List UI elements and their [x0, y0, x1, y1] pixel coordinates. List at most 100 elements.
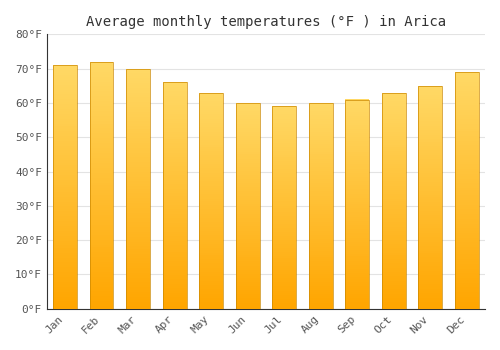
- Bar: [272, 189, 296, 191]
- Bar: [200, 101, 223, 104]
- Bar: [418, 202, 442, 204]
- Bar: [455, 238, 478, 240]
- Bar: [272, 299, 296, 301]
- Bar: [90, 64, 114, 67]
- Bar: [90, 106, 114, 109]
- Bar: [90, 150, 114, 153]
- Bar: [309, 257, 332, 259]
- Bar: [418, 204, 442, 206]
- Bar: [163, 94, 186, 96]
- Bar: [200, 183, 223, 186]
- Bar: [163, 107, 186, 110]
- Bar: [126, 241, 150, 244]
- Bar: [455, 174, 478, 176]
- Bar: [382, 155, 406, 158]
- Bar: [455, 190, 478, 193]
- Bar: [54, 99, 77, 102]
- Bar: [200, 93, 223, 95]
- Bar: [200, 259, 223, 261]
- Bar: [309, 261, 332, 264]
- Bar: [309, 272, 332, 274]
- Bar: [455, 169, 478, 171]
- Bar: [90, 296, 114, 299]
- Bar: [382, 257, 406, 259]
- Bar: [90, 232, 114, 234]
- Bar: [418, 110, 442, 113]
- Bar: [272, 197, 296, 199]
- Bar: [90, 210, 114, 212]
- Bar: [200, 218, 223, 220]
- Bar: [200, 211, 223, 214]
- Bar: [126, 186, 150, 189]
- Bar: [200, 103, 223, 106]
- Bar: [309, 280, 332, 282]
- Bar: [272, 296, 296, 299]
- Bar: [272, 139, 296, 141]
- Bar: [126, 74, 150, 76]
- Bar: [272, 143, 296, 145]
- Bar: [346, 194, 369, 196]
- Bar: [54, 85, 77, 87]
- Bar: [346, 148, 369, 150]
- Bar: [346, 225, 369, 227]
- Bar: [200, 106, 223, 108]
- Bar: [309, 191, 332, 194]
- Bar: [200, 138, 223, 140]
- Bar: [455, 103, 478, 105]
- Bar: [163, 130, 186, 132]
- Bar: [54, 282, 77, 285]
- Bar: [236, 140, 260, 142]
- Bar: [126, 143, 150, 146]
- Bar: [455, 148, 478, 150]
- Bar: [54, 202, 77, 204]
- Bar: [163, 211, 186, 214]
- Bar: [418, 144, 442, 146]
- Bar: [272, 185, 296, 187]
- Bar: [418, 224, 442, 226]
- Bar: [346, 221, 369, 223]
- Bar: [382, 218, 406, 220]
- Bar: [54, 106, 77, 109]
- Bar: [272, 191, 296, 194]
- Bar: [272, 195, 296, 197]
- Bar: [126, 278, 150, 280]
- Bar: [126, 285, 150, 287]
- Bar: [90, 138, 114, 141]
- Bar: [200, 300, 223, 302]
- Bar: [309, 183, 332, 185]
- Bar: [418, 215, 442, 217]
- Bar: [309, 150, 332, 152]
- Bar: [200, 205, 223, 207]
- Bar: [382, 229, 406, 231]
- Bar: [54, 75, 77, 77]
- Bar: [272, 159, 296, 161]
- Bar: [382, 274, 406, 276]
- Bar: [272, 125, 296, 127]
- Bar: [200, 177, 223, 179]
- Bar: [455, 280, 478, 283]
- Bar: [382, 125, 406, 127]
- Bar: [418, 139, 442, 141]
- Bar: [236, 103, 260, 105]
- Bar: [200, 257, 223, 259]
- Bar: [272, 161, 296, 163]
- Bar: [382, 95, 406, 97]
- Bar: [382, 101, 406, 104]
- Bar: [272, 224, 296, 226]
- Bar: [163, 225, 186, 227]
- Bar: [455, 150, 478, 153]
- Bar: [90, 77, 114, 79]
- Bar: [163, 196, 186, 198]
- Bar: [126, 150, 150, 153]
- Bar: [346, 215, 369, 217]
- Bar: [346, 116, 369, 118]
- Bar: [346, 106, 369, 108]
- Bar: [272, 122, 296, 125]
- Bar: [418, 275, 442, 278]
- Bar: [382, 281, 406, 283]
- Bar: [90, 62, 114, 64]
- Bar: [90, 220, 114, 222]
- Bar: [200, 99, 223, 101]
- Bar: [418, 141, 442, 144]
- Bar: [163, 134, 186, 137]
